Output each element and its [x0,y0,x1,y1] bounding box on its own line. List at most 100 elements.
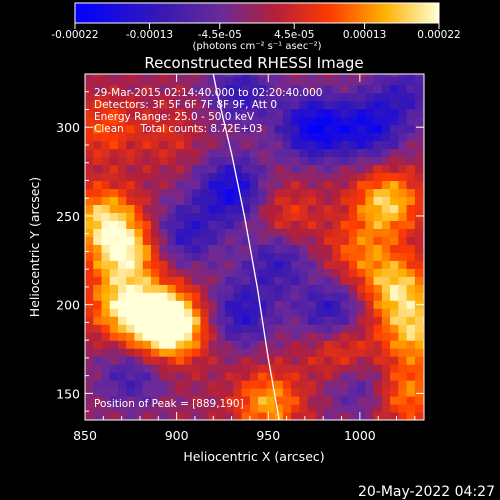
heatmap-cell [324,220,333,229]
heatmap-cell [200,404,210,413]
heatmap-cell [373,116,383,126]
heatmap-cell [93,124,103,134]
heatmap-cell [101,132,111,142]
heatmap-cell [241,332,251,341]
heatmap-cell [324,324,333,333]
heatmap-cell [126,316,136,325]
heatmap-cell [126,348,136,357]
heatmap-cell [233,156,243,166]
heatmap-cell [233,92,243,102]
heatmap-cell [249,212,259,221]
heatmap-cell [258,220,268,229]
heatmap-cell [93,308,103,317]
heatmap-cells [85,74,424,420]
heatmap-cell [93,74,103,78]
heatmap-cell [183,108,193,118]
heatmap-cell [208,292,218,301]
heatmap-cell [167,332,177,341]
heatmap-cell [249,140,259,150]
heatmap-cell [142,76,152,86]
heatmap-cell [282,404,292,413]
heatmap-cell [348,220,358,229]
heatmap-cell [390,92,399,102]
heatmap-cell [208,132,218,142]
heatmap-cell [85,268,94,277]
heatmap-cell [142,356,152,365]
heatmap-cell [200,340,210,349]
heatmap-cell [249,74,259,78]
heatmap-cell [167,100,177,110]
heatmap-cell [101,212,111,221]
heatmap-cell [167,340,177,349]
heatmap-cell [315,236,325,245]
heatmap-cell [340,396,350,405]
heatmap-cell [348,364,358,373]
heatmap-cell [192,220,202,229]
heatmap-cell [274,116,284,126]
heatmap-cell [101,332,111,341]
heatmap-cell [315,292,325,301]
heatmap-cell [233,228,243,237]
heatmap-cell [249,156,259,166]
heatmap-cell [208,140,218,150]
heatmap-cell [340,252,350,261]
annotation-time-range: 29-Mar-2015 02:14:40.000 to 02:20:40.000 [94,87,322,99]
heatmap-cell [101,300,111,309]
heatmap-cell [266,74,276,78]
heatmap-cell [291,404,300,413]
heatmap-cell [282,228,292,237]
heatmap-cell [175,412,185,420]
heatmap-cell [398,132,408,142]
heatmap-cell [93,188,103,198]
heatmap-cell [249,252,259,261]
heatmap-cell [381,364,391,373]
heatmap-cell [109,180,119,190]
heatmap-cell [200,124,210,134]
heatmap-cell [150,364,160,373]
heatmap-cell [266,276,276,285]
heatmap-cell [373,132,383,142]
heatmap-cell [274,212,284,221]
heatmap-cell [357,108,366,118]
heatmap-cell [183,404,193,413]
heatmap-cell [274,108,284,118]
heatmap-cell [85,140,94,150]
heatmap-cell [192,236,202,245]
heatmap-cell [225,124,235,134]
heatmap-cell [332,284,342,293]
heatmap-cell [414,140,424,150]
heatmap-cell [315,260,325,269]
heatmap-cell [398,292,408,301]
heatmap-cell [183,292,193,301]
heatmap-cell [373,404,383,413]
heatmap-cell [126,140,136,150]
heatmap-cell [324,124,333,134]
heatmap-cell [332,332,342,341]
heatmap-cell [134,364,144,373]
heatmap-cell [101,172,111,182]
heatmap-cell [216,204,226,213]
heatmap-cell [249,404,259,413]
heatmap-cell [258,180,268,190]
heatmap-cell [208,332,218,341]
heatmap-cell [142,292,152,301]
heatmap-cell [208,356,218,365]
heatmap-cell [150,212,160,221]
heatmap-cell [225,364,235,373]
heatmap-cell [357,388,366,397]
heatmap-cell [117,74,127,78]
heatmap-cell [381,356,391,365]
heatmap-cell [381,132,391,142]
heatmap-cell [282,74,292,78]
heatmap-cell [142,116,152,126]
heatmap-cell [282,356,292,365]
heatmap-cell [249,100,259,110]
heatmap-cell [241,292,251,301]
heatmap-cell [134,324,144,333]
heatmap-cell [241,124,251,134]
heatmap-cell [142,140,152,150]
heatmap-cell [357,204,366,213]
heatmap-cell [159,332,169,341]
heatmap-cell [101,396,111,405]
heatmap-cell [216,100,226,110]
